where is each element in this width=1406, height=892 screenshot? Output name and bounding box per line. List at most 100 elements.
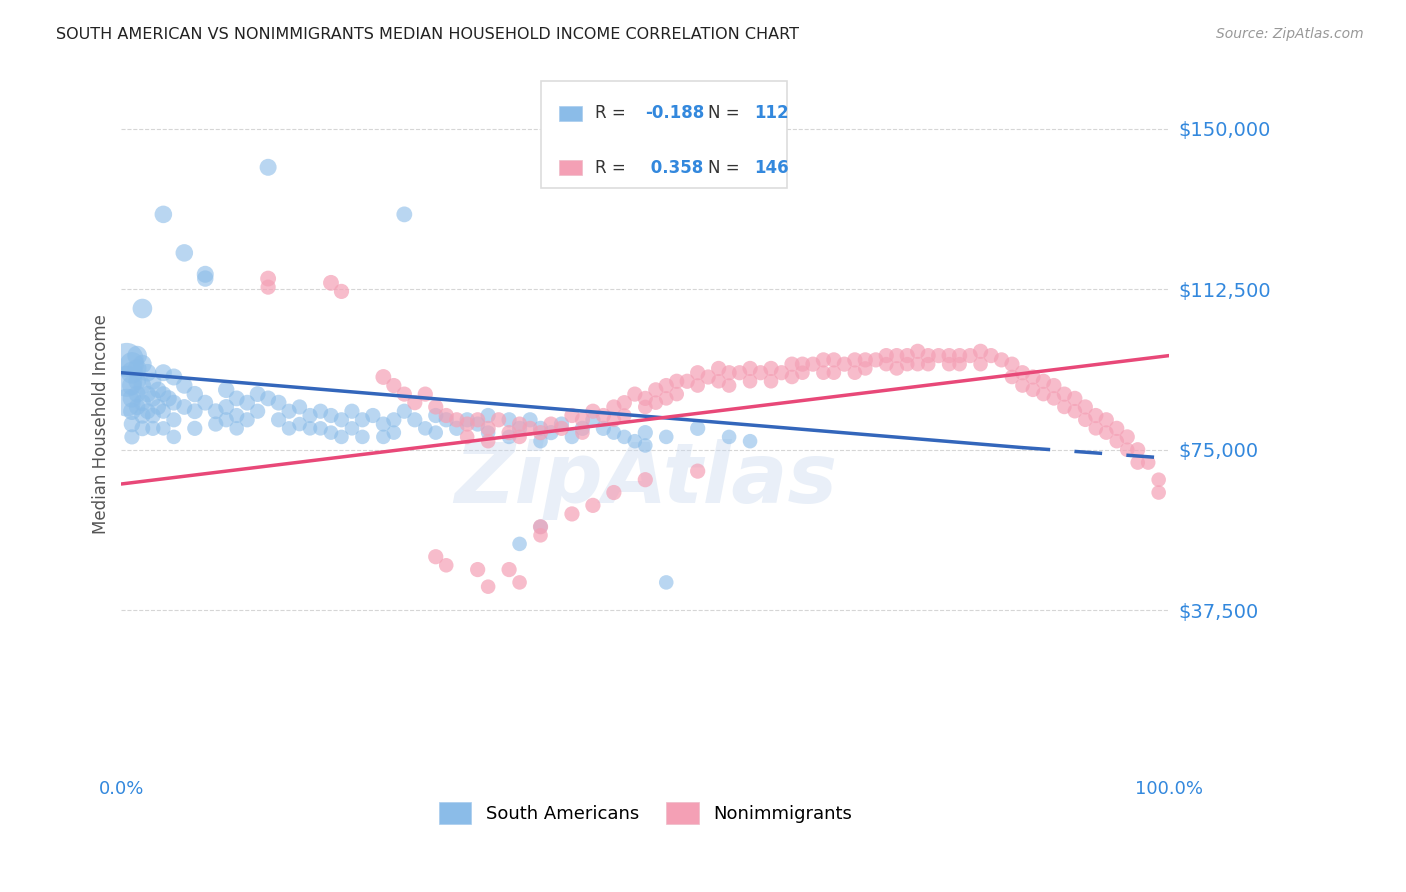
Nonimmigrants [603,485,626,500]
South Americans [194,271,217,285]
South Americans [477,409,499,423]
South Americans [152,404,174,418]
South Americans [204,417,226,431]
FancyBboxPatch shape [560,160,582,175]
South Americans [146,400,169,414]
South Americans [382,413,405,427]
South Americans [184,421,207,435]
Nonimmigrants [676,374,699,388]
Nonimmigrants [330,285,353,299]
South Americans [184,387,207,401]
South Americans [152,421,174,435]
FancyBboxPatch shape [540,81,787,188]
South Americans [215,413,238,427]
Nonimmigrants [425,549,447,564]
Nonimmigrants [603,400,626,414]
Nonimmigrants [738,361,761,376]
Nonimmigrants [875,357,897,371]
South Americans [115,374,138,388]
South Americans [121,430,143,444]
Nonimmigrants [1147,485,1170,500]
Nonimmigrants [938,349,960,363]
South Americans [529,520,551,534]
South Americans [246,387,269,401]
South Americans [152,207,174,221]
FancyBboxPatch shape [560,106,582,121]
Nonimmigrants [434,558,457,573]
Nonimmigrants [718,378,741,392]
South Americans [142,374,165,388]
South Americans [529,421,551,435]
South Americans [225,421,247,435]
Nonimmigrants [498,563,520,577]
Nonimmigrants [1063,392,1085,406]
Text: 112: 112 [754,104,789,122]
Nonimmigrants [1126,456,1149,470]
South Americans [257,161,280,175]
South Americans [246,404,269,418]
Nonimmigrants [697,370,720,384]
South Americans [540,425,562,440]
Nonimmigrants [896,349,918,363]
South Americans [299,409,322,423]
South Americans [413,421,436,435]
Nonimmigrants [759,361,782,376]
Nonimmigrants [561,409,583,423]
Nonimmigrants [571,425,593,440]
South Americans [136,366,159,380]
Nonimmigrants [529,520,551,534]
Nonimmigrants [634,473,657,487]
Nonimmigrants [319,276,342,290]
Legend: South Americans, Nonimmigrants: South Americans, Nonimmigrants [439,802,852,824]
Nonimmigrants [1147,473,1170,487]
Nonimmigrants [488,413,510,427]
Nonimmigrants [1116,430,1139,444]
Nonimmigrants [886,361,908,376]
South Americans [404,413,426,427]
Nonimmigrants [509,417,531,431]
Nonimmigrants [382,378,405,392]
Nonimmigrants [561,507,583,521]
South Americans [456,413,478,427]
Nonimmigrants [1063,404,1085,418]
South Americans [236,413,259,427]
Nonimmigrants [613,409,636,423]
Nonimmigrants [853,361,876,376]
Nonimmigrants [1001,370,1024,384]
South Americans [425,409,447,423]
Text: Source: ZipAtlas.com: Source: ZipAtlas.com [1216,27,1364,41]
Nonimmigrants [540,417,562,431]
Nonimmigrants [446,413,468,427]
Text: R =: R = [595,104,631,122]
Nonimmigrants [928,349,950,363]
South Americans [121,404,143,418]
Nonimmigrants [477,434,499,449]
South Americans [163,430,186,444]
South Americans [498,413,520,427]
Nonimmigrants [718,366,741,380]
South Americans [529,434,551,449]
Nonimmigrants [707,374,730,388]
Nonimmigrants [823,366,845,380]
Nonimmigrants [571,413,593,427]
Nonimmigrants [949,357,972,371]
South Americans [225,409,247,423]
Nonimmigrants [759,374,782,388]
South Americans [467,417,489,431]
Y-axis label: Median Household Income: Median Household Income [93,314,110,534]
Nonimmigrants [1105,434,1128,449]
South Americans [127,387,149,401]
South Americans [173,378,195,392]
South Americans [394,404,416,418]
Nonimmigrants [1074,413,1097,427]
Nonimmigrants [519,421,541,435]
South Americans [131,301,153,316]
Nonimmigrants [686,464,709,478]
South Americans [267,395,290,409]
Nonimmigrants [949,349,972,363]
Nonimmigrants [853,352,876,367]
Nonimmigrants [498,425,520,440]
South Americans [142,392,165,406]
South Americans [278,421,301,435]
South Americans [634,438,657,452]
